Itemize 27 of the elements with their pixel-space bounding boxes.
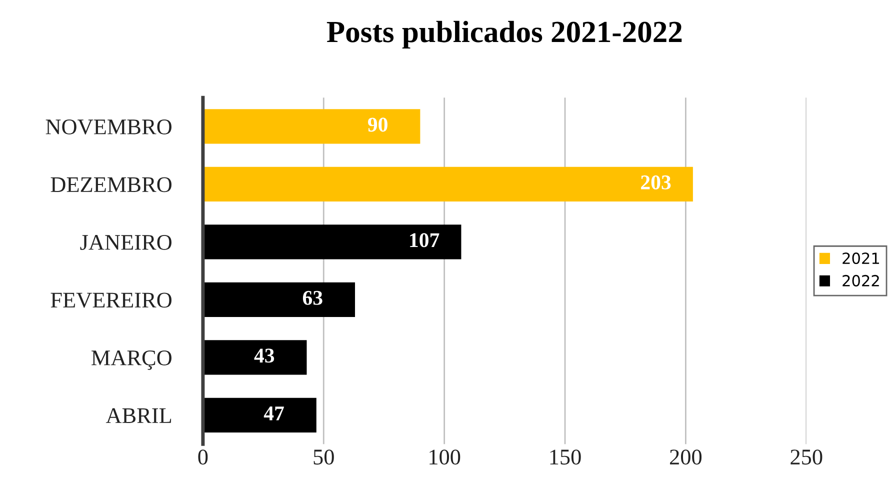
bar	[202, 282, 356, 318]
data-label: 203	[641, 175, 671, 190]
data-label: 47	[264, 406, 284, 420]
legend-label: 2021	[842, 252, 879, 264]
bar	[202, 109, 420, 144]
x-tick-label: 100	[430, 450, 460, 465]
y-tick-label: DEZEMBRO	[50, 177, 172, 192]
data-label: 63	[302, 290, 322, 305]
legend-label: 2022	[842, 274, 879, 286]
x-tick-label: 200	[670, 450, 702, 465]
x-tick-label: 50	[314, 450, 334, 465]
bar	[202, 224, 462, 260]
bar	[202, 398, 316, 433]
y-tick-label: FEVEREIRO	[50, 292, 172, 308]
y-tick-label: MARÇO	[92, 350, 172, 370]
chart-title: Posts publicados 2021-2022	[326, 20, 682, 49]
data-label: 90	[368, 118, 388, 132]
bar	[202, 340, 307, 375]
x-tick-label: 150	[550, 450, 581, 465]
x-tick-label: 250	[790, 450, 822, 465]
x-tick-label: 0	[198, 450, 208, 465]
y-tick-label: NOVEMBRO	[46, 119, 172, 135]
y-tick-label: JANEIRO	[80, 234, 172, 250]
y-tick-label: ABRIL	[106, 408, 172, 423]
bar	[202, 166, 693, 202]
data-label: 107	[410, 233, 440, 248]
data-label: 43	[254, 348, 274, 363]
